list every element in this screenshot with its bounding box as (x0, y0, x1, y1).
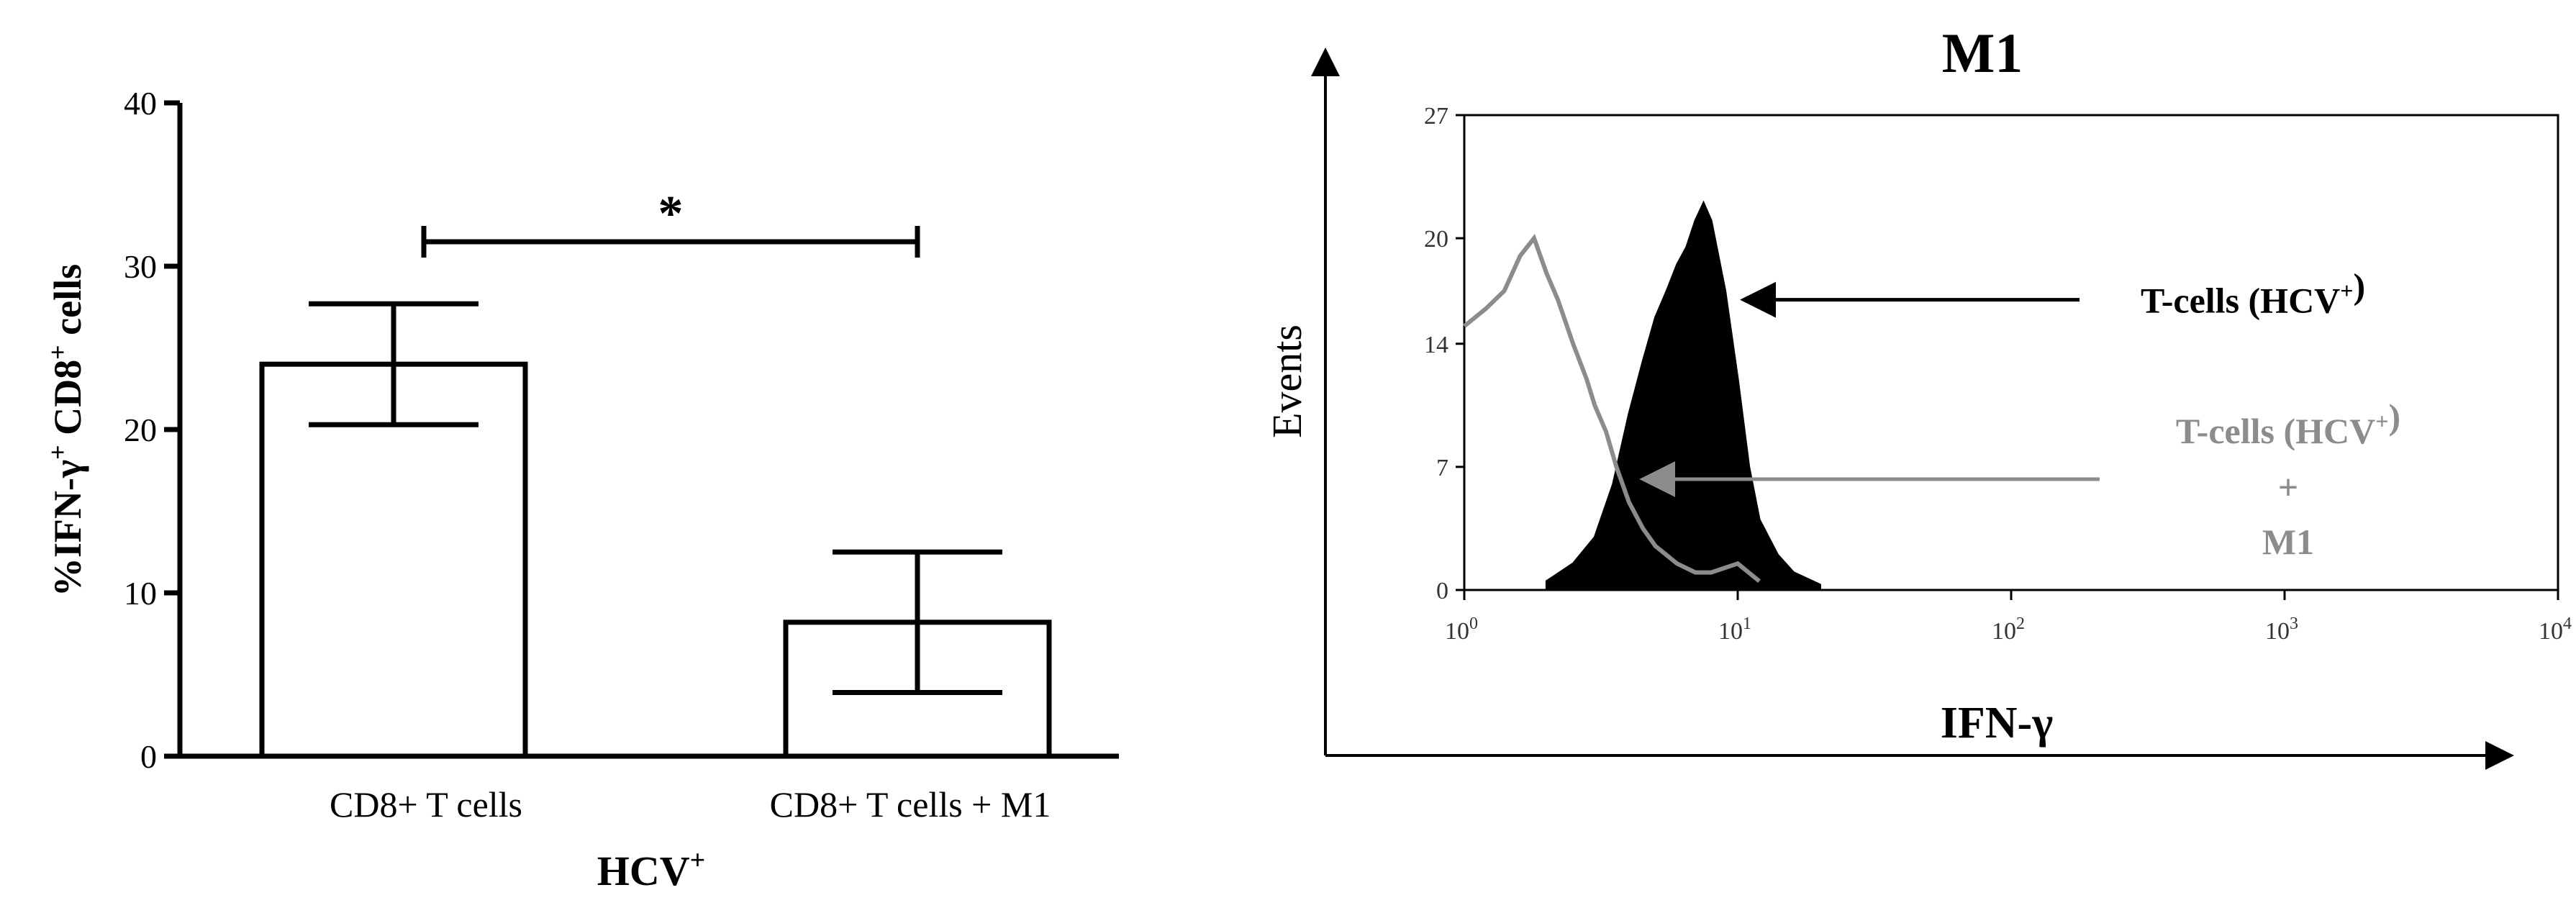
category-label: CD8+ T cells (330, 784, 522, 825)
x-tick-label: 101 (1718, 614, 1751, 645)
chart-title: M1 (1942, 22, 2023, 84)
y-tick-label: 27 (1424, 103, 1448, 130)
y-tick-label: 0 (140, 738, 157, 775)
histogram-line (1463, 233, 1761, 584)
y-tick-label: 0 (1436, 578, 1448, 604)
x-axis-title: IFN-γ (1941, 699, 2053, 748)
annotation-label: M1 (2262, 522, 2314, 562)
annotation-label: + (2278, 467, 2299, 507)
x-tick-label: 102 (1992, 614, 2025, 645)
y-tick-label: 30 (124, 248, 157, 285)
y-tick-label: 14 (1424, 332, 1448, 358)
y-tick-label: 40 (124, 85, 157, 122)
x-tick-label: 104 (2539, 614, 2572, 645)
bar (259, 361, 528, 759)
y-tick-label: 10 (124, 575, 157, 612)
x-axis-title: HCV+ (597, 845, 706, 894)
histogram-area (1545, 200, 1821, 591)
x-tick-label: 103 (2265, 614, 2298, 645)
y-tick-label: 20 (1424, 226, 1448, 253)
x-tick-label: 100 (1445, 614, 1478, 645)
y-tick-label: 7 (1436, 455, 1448, 481)
y-axis-title: Events (1264, 324, 1310, 438)
category-label: CD8+ T cells + M1 (770, 784, 1051, 825)
y-axis-title: %IFN-γ+ CD8+ cells (43, 264, 89, 596)
annotation-label: T-cells (HCV+) (2176, 396, 2400, 451)
y-tick-label: 20 (124, 412, 157, 448)
annotation-label: T-cells (HCV+) (2141, 266, 2365, 321)
significance-label: * (658, 186, 684, 242)
histogram-chart: 0 7 14 20 27 100 101 102 103 104 T-cells (HCV+) T-c… (1264, 22, 2572, 770)
bar-chart: 0 10 20 30 40 CD8+ T cells CD8+ T cells + M1 * H… (43, 85, 1119, 894)
